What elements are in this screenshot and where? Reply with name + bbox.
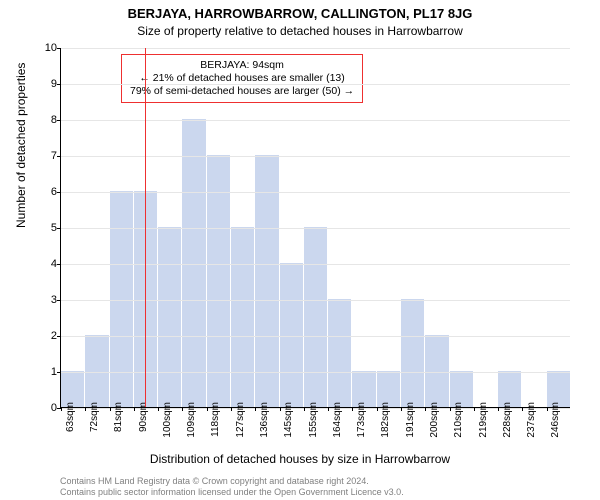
reference-marker bbox=[145, 48, 146, 407]
plot-area: BERJAYA: 94sqm ← 21% of detached houses … bbox=[60, 48, 570, 408]
y-tick-mark bbox=[57, 264, 61, 265]
gridline bbox=[61, 336, 570, 337]
gridline bbox=[61, 120, 570, 121]
x-tick-mark bbox=[401, 407, 402, 411]
y-tick-mark bbox=[57, 192, 61, 193]
histogram-bar bbox=[85, 335, 109, 407]
x-axis-label: Distribution of detached houses by size … bbox=[0, 452, 600, 466]
histogram-bar bbox=[328, 299, 352, 407]
histogram-bar bbox=[158, 227, 182, 407]
x-tick-label: 81sqm bbox=[113, 402, 124, 432]
y-tick-label: 8 bbox=[37, 114, 57, 126]
x-tick-mark bbox=[110, 407, 111, 411]
gridline bbox=[61, 372, 570, 373]
chart-subtitle: Size of property relative to detached ho… bbox=[0, 24, 600, 38]
x-tick-label: 237sqm bbox=[526, 402, 537, 438]
x-tick-label: 210sqm bbox=[453, 402, 464, 438]
y-tick-label: 9 bbox=[37, 78, 57, 90]
y-tick-label: 3 bbox=[37, 294, 57, 306]
x-tick-mark bbox=[61, 407, 62, 411]
histogram-bar bbox=[401, 299, 425, 407]
x-tick-label: 228sqm bbox=[502, 402, 513, 438]
x-tick-mark bbox=[255, 407, 256, 411]
y-tick-mark bbox=[57, 372, 61, 373]
y-tick-mark bbox=[57, 120, 61, 121]
histogram-bar bbox=[280, 263, 304, 407]
x-tick-label: 145sqm bbox=[283, 402, 294, 438]
x-tick-mark bbox=[231, 407, 232, 411]
y-tick-label: 1 bbox=[37, 366, 57, 378]
x-tick-label: 100sqm bbox=[162, 402, 173, 438]
y-tick-mark bbox=[57, 84, 61, 85]
x-tick-mark bbox=[85, 407, 86, 411]
x-tick-label: 118sqm bbox=[210, 402, 221, 437]
x-tick-mark bbox=[304, 407, 305, 411]
x-tick-mark bbox=[522, 407, 523, 411]
x-tick-mark bbox=[207, 407, 208, 411]
x-tick-label: 191sqm bbox=[405, 402, 416, 438]
footer-line2: Contains public sector information licen… bbox=[60, 487, 404, 498]
chart-title: BERJAYA, HARROWBARROW, CALLINGTON, PL17 … bbox=[0, 6, 600, 21]
y-tick-mark bbox=[57, 156, 61, 157]
histogram-bar bbox=[425, 335, 449, 407]
x-tick-label: 63sqm bbox=[65, 402, 76, 432]
y-tick-label: 4 bbox=[37, 258, 57, 270]
y-tick-mark bbox=[57, 48, 61, 49]
x-tick-mark bbox=[377, 407, 378, 411]
x-tick-label: 72sqm bbox=[89, 402, 100, 432]
x-tick-label: 127sqm bbox=[235, 402, 246, 438]
x-tick-mark bbox=[450, 407, 451, 411]
x-tick-mark bbox=[280, 407, 281, 411]
histogram-bar bbox=[231, 227, 255, 407]
y-axis-label: Number of detached properties bbox=[14, 63, 28, 228]
gridline bbox=[61, 300, 570, 301]
y-tick-mark bbox=[57, 300, 61, 301]
footer-line1: Contains HM Land Registry data © Crown c… bbox=[60, 476, 404, 487]
x-tick-mark bbox=[547, 407, 548, 411]
y-tick-label: 10 bbox=[37, 42, 57, 54]
gridline bbox=[61, 84, 570, 85]
histogram-bar bbox=[134, 191, 158, 407]
histogram-bar bbox=[110, 191, 134, 407]
y-tick-label: 5 bbox=[37, 222, 57, 234]
x-tick-mark bbox=[158, 407, 159, 411]
gridline bbox=[61, 264, 570, 265]
gridline bbox=[61, 228, 570, 229]
annotation-line3: 79% of semi-detached houses are larger (… bbox=[130, 85, 354, 98]
x-tick-mark bbox=[474, 407, 475, 411]
x-tick-label: 136sqm bbox=[259, 402, 270, 438]
y-tick-label: 2 bbox=[37, 330, 57, 342]
x-tick-mark bbox=[425, 407, 426, 411]
x-tick-label: 90sqm bbox=[138, 402, 149, 432]
x-tick-label: 155sqm bbox=[308, 402, 319, 438]
x-tick-label: 200sqm bbox=[429, 402, 440, 438]
x-tick-label: 246sqm bbox=[550, 402, 561, 438]
x-tick-mark bbox=[352, 407, 353, 411]
gridline bbox=[61, 192, 570, 193]
attribution-footer: Contains HM Land Registry data © Crown c… bbox=[60, 476, 404, 498]
marker-annotation: BERJAYA: 94sqm ← 21% of detached houses … bbox=[121, 54, 363, 103]
annotation-line1: BERJAYA: 94sqm bbox=[130, 59, 354, 72]
x-tick-label: 109sqm bbox=[186, 402, 197, 438]
chart-container: BERJAYA, HARROWBARROW, CALLINGTON, PL17 … bbox=[0, 0, 600, 500]
x-tick-mark bbox=[328, 407, 329, 411]
x-tick-label: 182sqm bbox=[380, 402, 391, 438]
gridline bbox=[61, 156, 570, 157]
y-tick-mark bbox=[57, 228, 61, 229]
x-tick-mark bbox=[498, 407, 499, 411]
histogram-bar bbox=[304, 227, 328, 407]
x-tick-mark bbox=[182, 407, 183, 411]
x-tick-label: 219sqm bbox=[478, 402, 489, 438]
y-tick-label: 0 bbox=[37, 402, 57, 414]
y-tick-label: 6 bbox=[37, 186, 57, 198]
gridline bbox=[61, 48, 570, 49]
x-tick-label: 164sqm bbox=[332, 402, 343, 438]
y-tick-label: 7 bbox=[37, 150, 57, 162]
x-tick-mark bbox=[134, 407, 135, 411]
x-tick-label: 173sqm bbox=[356, 402, 367, 438]
histogram-bar bbox=[182, 119, 206, 407]
y-tick-mark bbox=[57, 336, 61, 337]
